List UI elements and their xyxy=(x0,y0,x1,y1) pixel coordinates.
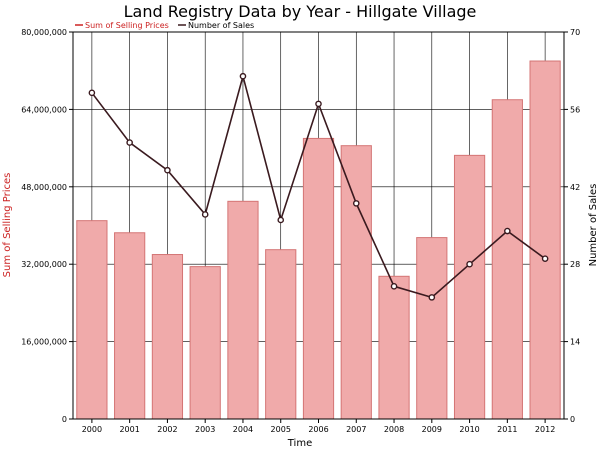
x-tick-label: 2005 xyxy=(271,425,291,434)
legend-line-label: Number of Sales xyxy=(188,21,254,30)
y-right-tick-label: 42 xyxy=(570,183,580,192)
y-left-tick-label: 80,000,000 xyxy=(21,28,67,37)
bar xyxy=(151,254,184,420)
line-point xyxy=(88,89,96,97)
line-point xyxy=(504,227,511,235)
y-right-tick-label: 0 xyxy=(570,415,575,424)
x-tick-label: 2000 xyxy=(82,425,102,434)
y-left-tick-label: 0 xyxy=(62,415,67,424)
x-tick-label: 2009 xyxy=(422,425,442,434)
x-tick-label: 2011 xyxy=(497,425,517,434)
bar xyxy=(114,232,146,420)
line-point xyxy=(201,211,209,218)
axes xyxy=(69,31,568,423)
x-tick-label: 2001 xyxy=(119,425,139,434)
y-axis-right-title: Number of Sales xyxy=(588,184,599,267)
y-left-tick-label: 16,000,000 xyxy=(21,338,67,347)
x-tick-label: 2008 xyxy=(384,425,404,434)
legend: Sum of Selling Prices Number of Sales xyxy=(75,21,254,30)
x-tick-label: 2006 xyxy=(308,425,328,434)
bar xyxy=(529,60,561,420)
bar xyxy=(302,137,335,420)
y-right-tick-label: 56 xyxy=(570,105,580,114)
line-point xyxy=(277,216,285,224)
line-point xyxy=(352,200,360,207)
y-right-tick-label: 28 xyxy=(570,260,580,269)
x-tick-label: 2004 xyxy=(233,425,253,434)
y-left-tick-label: 48,000,000 xyxy=(21,183,67,192)
line-point xyxy=(541,255,549,262)
bar xyxy=(340,145,372,420)
line-point xyxy=(126,139,133,146)
line-point xyxy=(428,294,436,301)
line-point xyxy=(239,72,247,80)
chart-title: Land Registry Data by Year - Hillgate Vi… xyxy=(124,2,477,21)
y-axis-left-title: Sum of Selling Prices xyxy=(2,173,13,278)
line-point xyxy=(315,100,322,108)
y-left-tick-label: 64,000,000 xyxy=(21,105,67,114)
line-point xyxy=(164,166,171,174)
y-left-tick-label: 32,000,000 xyxy=(21,260,67,269)
legend-bars-label: Sum of Selling Prices xyxy=(85,21,169,30)
tick-labels: 0 16,000,000 32,000,000 48,000,000 64,000,00… xyxy=(21,28,580,434)
bar xyxy=(227,200,259,420)
x-tick-label: 2003 xyxy=(195,425,215,434)
line-point xyxy=(466,260,473,268)
x-tick-label: 2012 xyxy=(535,425,555,434)
bar xyxy=(189,266,221,420)
y-right-tick-label: 70 xyxy=(570,28,580,37)
bar xyxy=(76,220,108,420)
bar xyxy=(416,237,448,420)
x-tick-label: 2007 xyxy=(346,425,366,434)
bar xyxy=(265,249,297,420)
line-series xyxy=(88,72,549,301)
bar xyxy=(378,275,410,420)
y-right-tick-label: 14 xyxy=(570,338,580,347)
x-tick-label: 2002 xyxy=(157,425,177,434)
line-point xyxy=(390,283,398,290)
bar-series xyxy=(76,60,561,420)
bar xyxy=(453,154,486,420)
x-tick-label: 2010 xyxy=(459,425,479,434)
bar xyxy=(491,99,523,420)
x-axis-title: Time xyxy=(287,438,312,449)
